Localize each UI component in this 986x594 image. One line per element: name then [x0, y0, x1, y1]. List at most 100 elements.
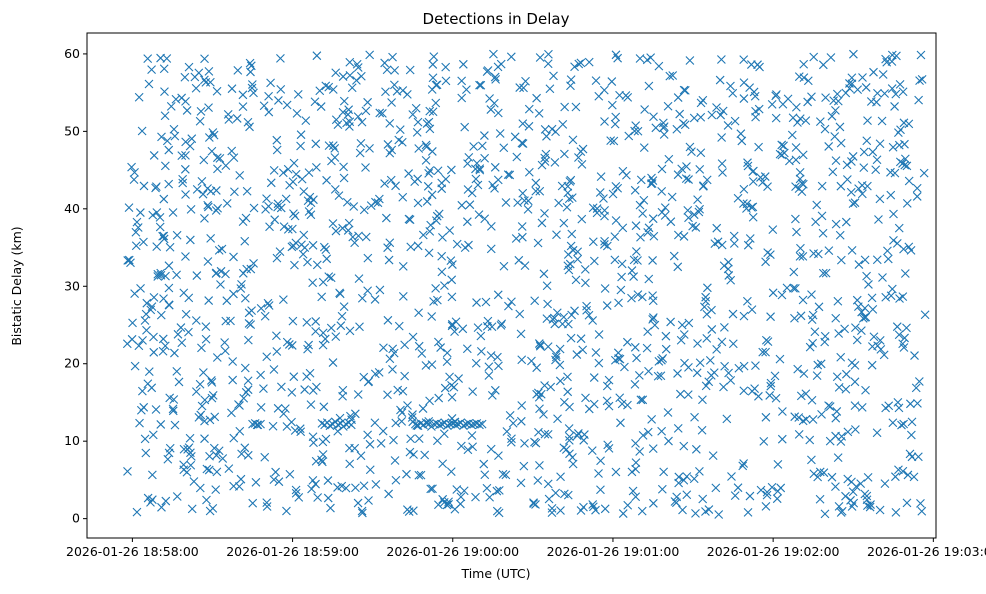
data-point	[615, 393, 625, 403]
data-point	[292, 108, 302, 118]
y-tick-label: 20	[64, 356, 80, 371]
data-point	[217, 244, 227, 254]
data-point	[534, 108, 544, 118]
data-point	[406, 434, 416, 444]
data-point	[421, 156, 431, 165]
data-point	[260, 452, 270, 462]
data-point	[414, 341, 424, 351]
data-point	[308, 240, 318, 250]
data-point	[660, 203, 670, 213]
data-point	[247, 83, 257, 93]
data-point	[565, 402, 574, 412]
data-point	[672, 124, 682, 134]
data-point	[213, 164, 222, 174]
data-point	[244, 308, 254, 318]
data-point	[328, 85, 338, 94]
data-point	[742, 204, 751, 213]
data-point	[206, 233, 216, 243]
data-point	[256, 419, 265, 429]
data-point	[700, 302, 709, 312]
data-point	[201, 334, 211, 344]
data-point	[664, 436, 673, 446]
data-point	[300, 385, 310, 394]
data-point	[492, 506, 502, 516]
data-point	[361, 163, 370, 172]
data-point	[132, 217, 142, 227]
data-point	[654, 357, 664, 366]
data-point	[156, 310, 166, 320]
data-point	[875, 505, 885, 515]
data-point	[243, 117, 253, 127]
data-point	[847, 245, 857, 255]
data-point	[206, 186, 216, 196]
data-point	[266, 178, 276, 188]
data-point	[274, 96, 283, 105]
data-point	[892, 239, 902, 248]
data-point	[386, 175, 396, 185]
data-point	[206, 376, 216, 385]
data-point	[745, 491, 755, 501]
data-point	[834, 502, 844, 511]
data-point	[391, 181, 400, 191]
data-point	[728, 88, 738, 98]
data-point	[863, 181, 872, 191]
data-point	[915, 76, 924, 85]
data-point	[454, 374, 463, 383]
data-point	[540, 208, 549, 218]
data-point	[223, 109, 233, 119]
data-point	[622, 170, 631, 180]
data-point	[649, 231, 659, 241]
data-point	[596, 456, 605, 466]
data-point	[718, 106, 728, 116]
data-point	[790, 412, 800, 422]
data-point	[917, 74, 927, 84]
data-point	[863, 473, 873, 482]
data-point	[471, 492, 480, 502]
data-point	[218, 454, 228, 463]
data-point	[395, 125, 405, 135]
data-point	[708, 451, 718, 461]
data-point	[795, 114, 805, 123]
data-point	[710, 239, 720, 249]
data-point	[532, 363, 542, 373]
data-point	[763, 248, 773, 258]
data-point	[890, 472, 900, 482]
data-point	[431, 216, 441, 225]
data-point	[424, 168, 434, 178]
data-point	[701, 381, 711, 391]
data-point	[385, 238, 395, 248]
data-point	[751, 361, 760, 370]
data-point	[297, 240, 306, 250]
data-point	[207, 393, 217, 403]
data-point	[554, 198, 564, 208]
data-point	[381, 213, 391, 223]
data-point	[433, 166, 443, 176]
data-point	[140, 316, 150, 325]
data-point	[361, 232, 371, 242]
data-point	[739, 55, 749, 64]
data-point	[826, 53, 836, 62]
x-tick-label: 2026-01-26 19:00:00	[386, 544, 519, 559]
data-point	[807, 290, 816, 300]
data-point	[149, 151, 159, 160]
data-point	[288, 177, 298, 187]
data-point	[563, 250, 573, 259]
data-point	[229, 289, 238, 299]
data-point	[201, 77, 211, 87]
data-point	[834, 382, 844, 392]
data-point	[836, 255, 846, 265]
data-point	[624, 131, 634, 141]
data-point	[424, 248, 434, 258]
data-point	[370, 418, 380, 428]
y-tick-label: 0	[72, 511, 80, 526]
data-point	[767, 99, 777, 109]
data-point	[133, 223, 143, 232]
data-point	[916, 498, 925, 508]
data-point	[749, 87, 759, 97]
data-point	[353, 498, 363, 508]
data-point	[446, 165, 456, 175]
data-point	[240, 363, 250, 373]
data-point	[628, 486, 638, 496]
data-point	[326, 503, 335, 513]
data-point	[638, 209, 648, 218]
